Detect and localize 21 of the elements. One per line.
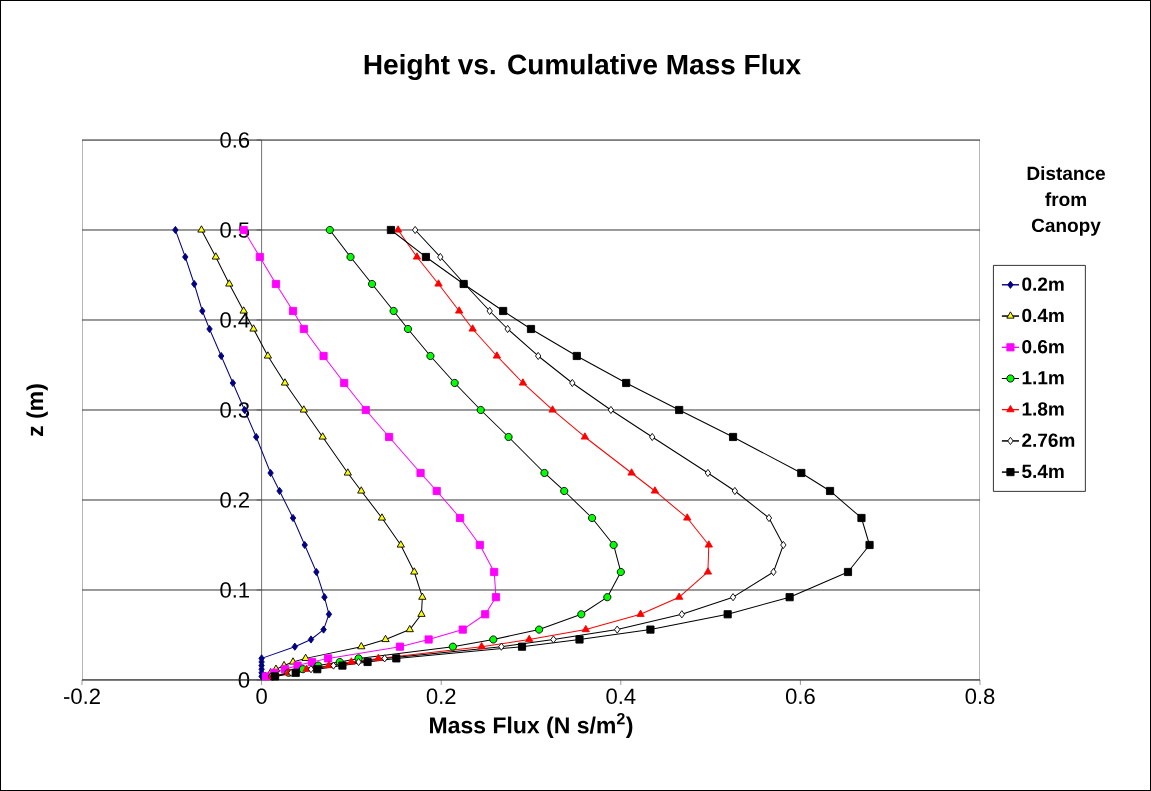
legend-label: 5.4m (1022, 464, 1064, 479)
x-tick-label: 0.4 (606, 688, 636, 705)
y-tick-label: 0.4 (220, 312, 250, 328)
x-tick-label: 0 (256, 688, 267, 705)
x-tick-label: 0.6 (785, 688, 815, 705)
legend-title: Distance from Canopy (1027, 166, 1105, 236)
legend-label: 1.8m (1022, 402, 1064, 416)
x-tick-label: -0.2 (64, 688, 100, 705)
y-tick-label: 0.6 (220, 132, 250, 148)
x-tick-label: 0.2 (426, 688, 456, 705)
legend-label: 0.2m (1022, 277, 1064, 291)
x-axis-title: Mass Flux (N s/m$^{2}$) (430, 712, 633, 738)
x-tick-label: 0.8 (965, 688, 995, 705)
y-tick-label: 0.2 (220, 492, 249, 508)
legend-label: 1.1m (1022, 371, 1064, 385)
legend-label: 2.76m (1022, 433, 1075, 447)
legend-label: 0.4m (1022, 308, 1064, 323)
chart-title: Height vs. Cumulative Mass Flux (364, 53, 801, 81)
y-axis-title: z (m) (26, 384, 48, 436)
y-tick-label: 0.1 (220, 582, 249, 598)
legend-label: 0.6m (1022, 339, 1064, 354)
